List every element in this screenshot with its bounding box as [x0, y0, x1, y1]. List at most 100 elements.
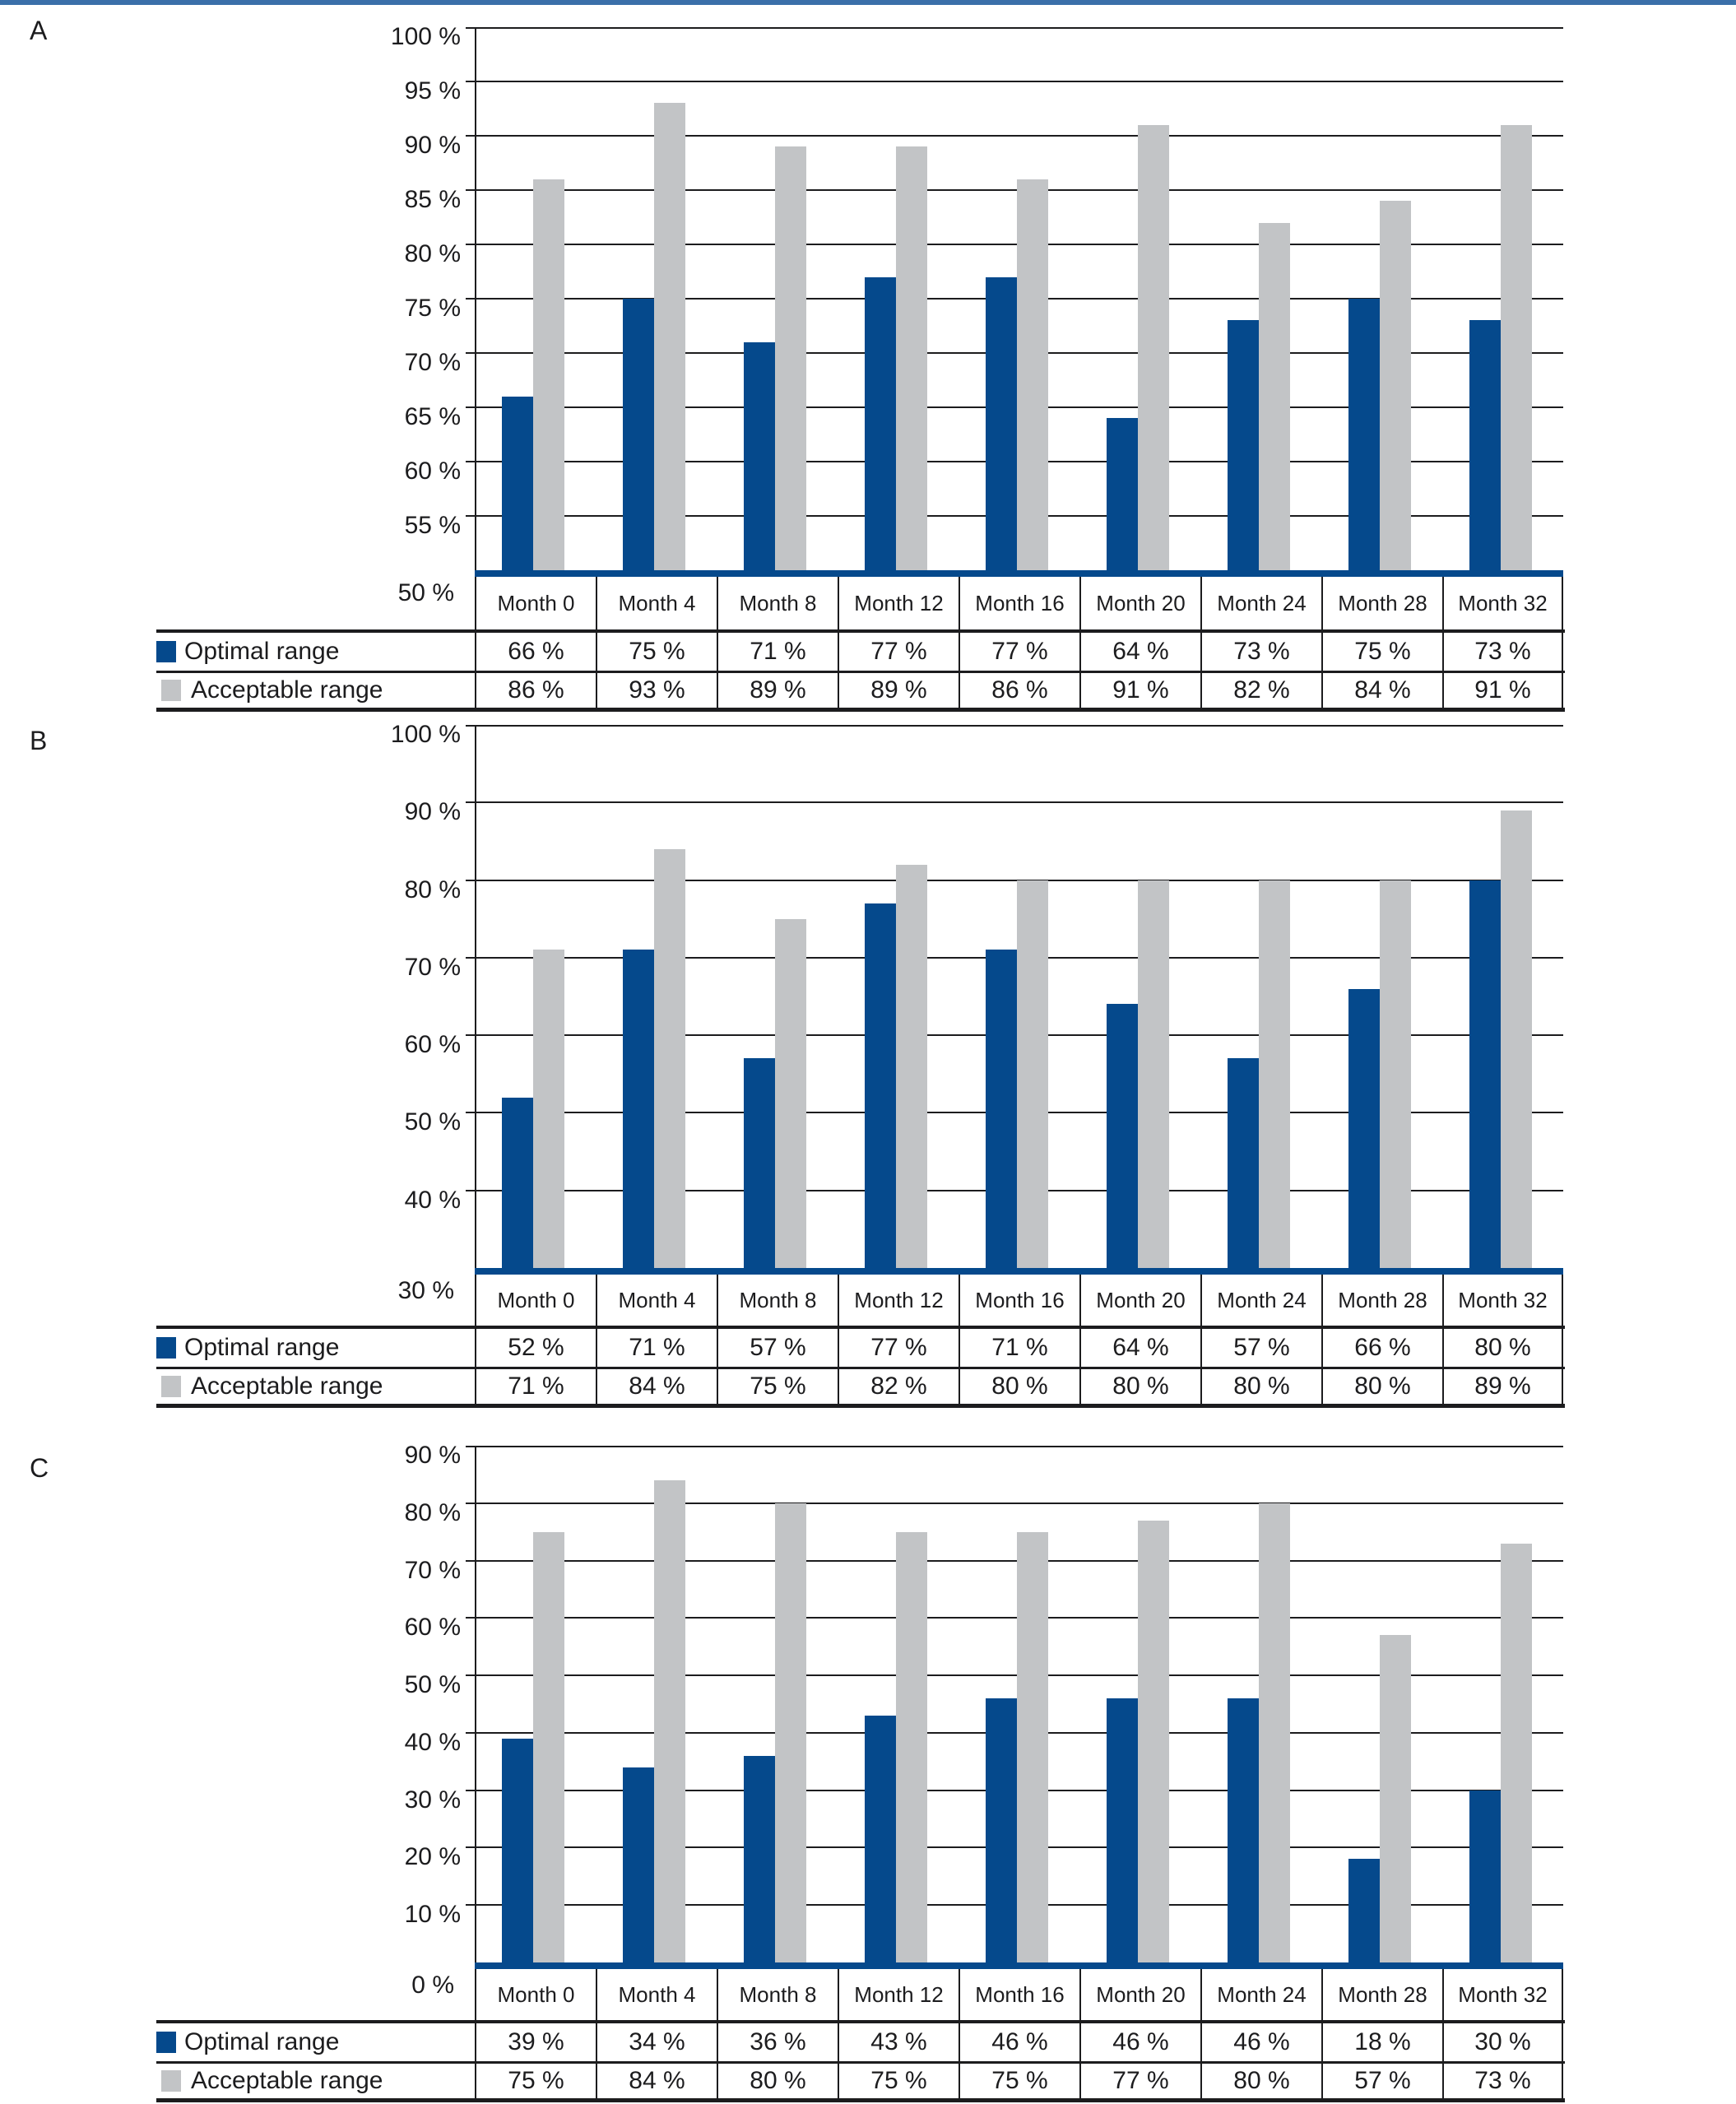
table-row-optimal: Optimal range 52 % 71 % 57 % 77 % 71 % 64 % 57 …: [156, 1326, 1565, 1367]
month-header-cell: Month 8: [717, 1275, 838, 1326]
bar-optimal: [1469, 320, 1501, 570]
table-value-cell: 86 %: [959, 673, 1079, 708]
bar-group-month-4: [597, 27, 718, 570]
chart-plot: 100 % 90 % 80 % 70 % 60 % 50 % 40 %: [391, 722, 1563, 1268]
gridline: [476, 1446, 1563, 1447]
bar-acceptable: [1380, 880, 1411, 1268]
month-header-cell: Month 32: [1442, 1275, 1563, 1326]
y-tick-label: 50 %: [404, 1671, 461, 1698]
y-axis-tick: [466, 135, 476, 137]
bar-acceptable: [1138, 1520, 1169, 1962]
bar-group-month-16: [960, 725, 1081, 1268]
y-tick-label: 80 %: [404, 876, 461, 903]
table-row-optimal: Optimal range 39 % 34 % 36 % 43 % 46 % 46 % 46 …: [156, 2020, 1565, 2061]
table-value-cell: 66 %: [475, 633, 596, 671]
table-value-cell: 84 %: [1321, 673, 1442, 708]
month-header-cell: Month 0: [475, 1969, 596, 2020]
bar-optimal: [623, 950, 654, 1268]
y-axis-tick: [466, 801, 476, 803]
legend-cell-optimal: Optimal range: [156, 633, 475, 671]
legend-cell-optimal: Optimal range: [156, 1329, 475, 1367]
bar-group-month-20: [1081, 725, 1202, 1268]
y-axis-tick: [466, 406, 476, 408]
gridline: [476, 801, 1563, 803]
bar-optimal: [865, 903, 896, 1268]
bar-acceptable: [533, 950, 564, 1268]
bar-group-month-0: [476, 27, 597, 570]
month-header-cell: Month 20: [1079, 1275, 1200, 1326]
y-tick-label: 60 %: [404, 457, 461, 485]
legend-cell-acceptable: Acceptable range: [156, 1369, 475, 1404]
y-axis-tick: [466, 1790, 476, 1791]
table-value-cell: 75 %: [838, 2064, 959, 2098]
month-header-cell: Month 16: [959, 577, 1079, 629]
bar-optimal: [1107, 418, 1138, 570]
month-header-cell: Month 32: [1442, 577, 1563, 629]
bar-acceptable: [896, 1531, 927, 1962]
bar-optimal: [865, 276, 896, 570]
y-tick-label: 95 %: [404, 77, 461, 105]
month-header-cell: Month 8: [717, 1969, 838, 2020]
bar-group-month-8: [718, 1446, 839, 1962]
bar-acceptable: [1380, 201, 1411, 570]
month-header-cell: Month 24: [1200, 577, 1321, 629]
table-value-cell: 80 %: [717, 2064, 838, 2098]
month-header-cell: Month 0: [475, 577, 596, 629]
table-value-cell: 75 %: [475, 2064, 596, 2098]
y-axis-tick: [466, 1674, 476, 1676]
gridline: [476, 135, 1563, 137]
month-header-cell: Month 4: [596, 577, 717, 629]
three-panel-bar-figure: A 100 % 95 % 90 % 85 % 80 % 75 % 70 % 65 % 60 % 55…: [0, 5, 1736, 2102]
bar-group-month-12: [839, 725, 960, 1268]
bar-group-month-0: [476, 1446, 597, 1962]
table-header-row: Month 0 Month 4 Month 8 Month 12 Month 16 Mon…: [475, 577, 1567, 629]
bar-acceptable: [654, 848, 685, 1268]
legend-label-optimal: Optimal range: [184, 638, 340, 665]
bar-group-month-16: [960, 27, 1081, 570]
month-header-cell: Month 8: [717, 577, 838, 629]
legend-label-acceptable: Acceptable range: [191, 676, 383, 704]
bar-acceptable: [1259, 1503, 1290, 1962]
month-header-cell: Month 4: [596, 1275, 717, 1326]
bar-optimal: [623, 1767, 654, 1962]
table-value-cell: 36 %: [717, 2023, 838, 2061]
y-tick-label: 70 %: [404, 349, 461, 376]
y-axis-tick: [466, 1846, 476, 1848]
x-axis-line: [475, 1962, 1563, 1969]
legend-swatch-acceptable: [161, 2070, 181, 2092]
y-tick-label: 70 %: [404, 1557, 461, 1584]
bar-optimal: [1348, 299, 1380, 570]
table-value-cell: 80 %: [1442, 1329, 1563, 1367]
bar-acceptable: [1138, 880, 1169, 1268]
y-tick-label: 60 %: [404, 1614, 461, 1641]
bar-acceptable: [775, 918, 806, 1268]
table-value-cell: 75 %: [959, 2064, 1079, 2098]
y-axis-tick: [466, 725, 476, 727]
table-value-cell: 64 %: [1079, 1329, 1200, 1367]
table-value-cell: 73 %: [1200, 633, 1321, 671]
y-axis-tick: [466, 1503, 476, 1504]
y-tick-label: 90 %: [404, 798, 461, 825]
y-axis-tick: [466, 1560, 476, 1562]
bar-acceptable: [1138, 124, 1169, 570]
top-accent-bar: [0, 0, 1736, 5]
bar-optimal: [1228, 320, 1259, 570]
bar-group-month-4: [597, 1446, 718, 1962]
month-header-cell: Month 20: [1079, 1969, 1200, 2020]
bar-group-month-12: [839, 1446, 960, 1962]
bar-group-month-20: [1081, 1446, 1202, 1962]
table-value-cell: 80 %: [1200, 1369, 1321, 1404]
bar-group-month-24: [1202, 1446, 1323, 1962]
table-value-cell: 89 %: [838, 673, 959, 708]
table-value-cell: 82 %: [838, 1369, 959, 1404]
bar-group-month-4: [597, 725, 718, 1268]
table-value-cell: 71 %: [475, 1369, 596, 1404]
table-value-cell: 57 %: [1200, 1329, 1321, 1367]
panel-a: A 100 % 95 % 90 % 85 % 80 % 75 % 70 % 65 % 60 % 55…: [0, 5, 1736, 712]
panel-label-c: C: [30, 1453, 49, 1483]
table-value-cell: 46 %: [1079, 2023, 1200, 2061]
table-value-cell: 57 %: [1321, 2064, 1442, 2098]
table-value-cell: 84 %: [596, 1369, 717, 1404]
bar-acceptable: [654, 103, 685, 570]
